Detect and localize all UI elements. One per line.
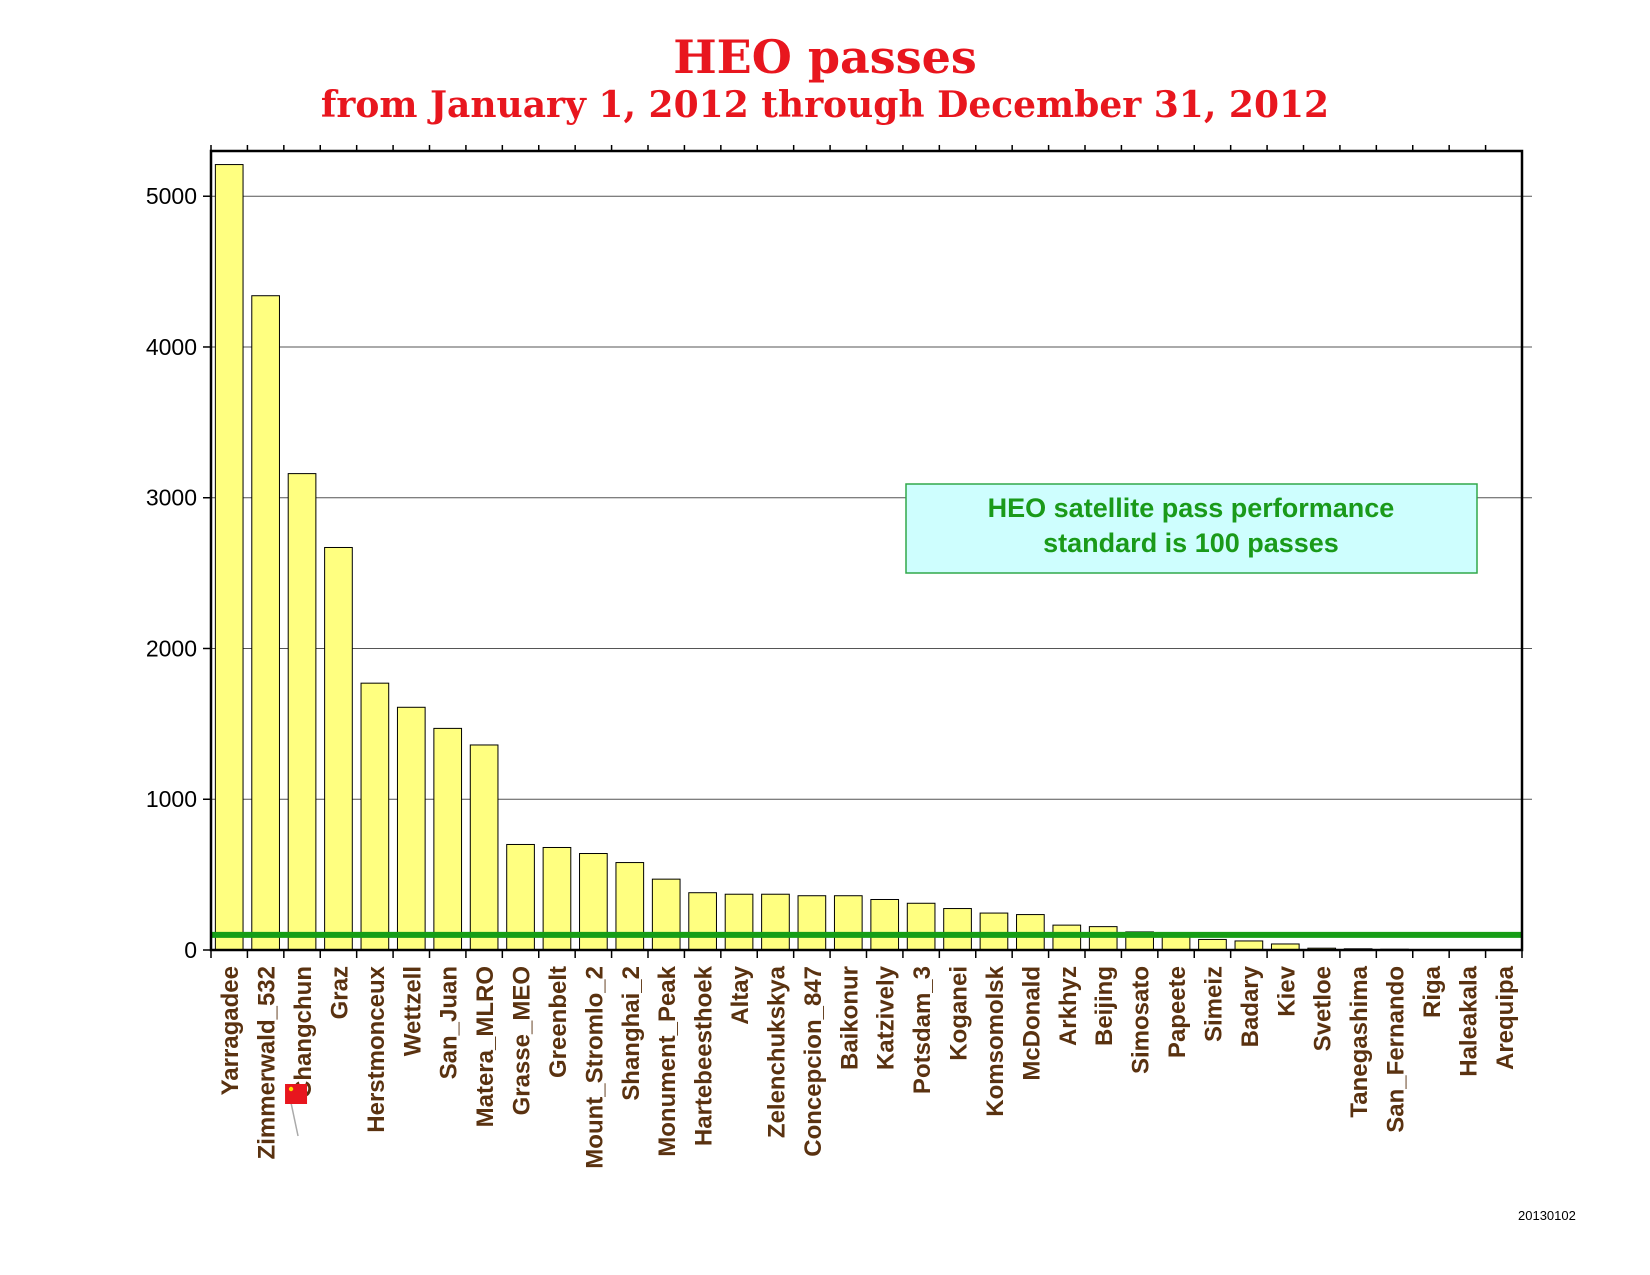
x-tick-label: Svetloe: [1310, 966, 1337, 1051]
x-tick-label: Grasse_MEO: [509, 966, 536, 1115]
x-tick-label: Greenbelt: [545, 966, 572, 1078]
bar: [396, 706, 426, 951]
y-axis: 0 1000 2000 3000 4000 5000: [146, 183, 211, 963]
x-tick-label: Simosato: [1128, 966, 1155, 1074]
bar: [433, 727, 463, 951]
x-tick-label: Changchun: [290, 966, 317, 1098]
x-tick-label: Badary: [1237, 965, 1264, 1047]
x-tick-label: Wettzell: [399, 966, 426, 1056]
x-tick-label: Riga: [1419, 965, 1446, 1018]
x-tick-label: Komsomolsk: [982, 965, 1009, 1116]
annotation-line-2: standard is 100 passes: [1043, 528, 1339, 558]
bar: [651, 878, 681, 951]
x-tick-label: Zelenchukskya: [763, 965, 790, 1138]
x-tick-label: Mount_Stromlo_2: [581, 966, 608, 1169]
x-tick-label: Kiev: [1273, 965, 1300, 1016]
x-tick-label: Koganei: [946, 966, 973, 1061]
x-tick-label: Herstmonceux: [363, 965, 390, 1132]
bar: [797, 895, 827, 951]
x-tick-label: Monument_Peak: [654, 965, 681, 1156]
annotation-line-1: HEO satellite pass performance: [988, 493, 1395, 523]
x-tick-label: Arequipa: [1492, 965, 1519, 1070]
chart-title: HEO passes: [673, 30, 977, 84]
x-tick-label: San_Fernando: [1383, 966, 1410, 1133]
x-axis-labels: Yarragadee Zimmerwald_532 Changchun Graz Her…: [210, 145, 1523, 1169]
bar: [688, 892, 717, 951]
x-tick-label: McDonald: [1018, 966, 1045, 1081]
annotation-box: HEO satellite pass performance standard …: [905, 483, 1478, 574]
bar: [1088, 926, 1118, 951]
bar: [214, 164, 244, 951]
x-tick-label: Potsdam_3: [909, 966, 936, 1094]
bar: [1198, 938, 1227, 951]
bar: [1234, 940, 1264, 951]
x-tick-label: Zimmerwald_532: [254, 966, 281, 1159]
bar: [833, 895, 863, 951]
x-tick-label: Yarragadee: [217, 966, 244, 1095]
x-tick-label: Shanghai_2: [618, 966, 645, 1101]
x-tick-label: Matera_MLRO: [472, 966, 499, 1127]
y-tick-label: 1000: [146, 786, 197, 812]
x-tick-label: San_Juan: [436, 966, 463, 1079]
y-tick-label: 4000: [146, 334, 197, 360]
bar: [979, 912, 1009, 951]
x-tick-label: Graz: [326, 966, 353, 1019]
x-tick-label: Papeete: [1164, 966, 1191, 1058]
bar: [761, 893, 790, 951]
bar: [943, 908, 972, 951]
plot-frame: [209, 149, 1524, 952]
bar: [469, 744, 499, 951]
x-tick-label: Hartebeesthoek: [691, 965, 718, 1146]
bar: [324, 546, 353, 951]
bar: [360, 682, 390, 951]
bar: [287, 473, 317, 951]
bar: [724, 893, 754, 951]
x-tick-label: Tanegashima: [1346, 965, 1373, 1117]
x-tick-label: Arkhyz: [1055, 966, 1082, 1046]
x-tick-label: Simeiz: [1200, 966, 1227, 1042]
chart-subtitle: from January 1, 2012 through December 31…: [320, 84, 1330, 126]
x-tick-label: Baikonur: [836, 966, 863, 1070]
y-tick-label: 2000: [146, 635, 197, 661]
y-tick-label: 5000: [146, 183, 197, 209]
bar: [251, 295, 280, 951]
x-tick-label: Concepcion_847: [800, 966, 827, 1157]
x-tick-label: Beijing: [1091, 966, 1118, 1046]
annotation-background: [905, 483, 1478, 574]
y-tick-label: 0: [184, 937, 197, 963]
x-tick-label: Haleakala: [1455, 965, 1482, 1076]
bar: [870, 898, 900, 951]
x-tick-label: Altay: [727, 965, 754, 1024]
bar: [906, 902, 936, 951]
y-tick-label: 3000: [146, 485, 197, 511]
x-tick-label: Katzively: [873, 965, 900, 1070]
china-flag-icon: [285, 1083, 308, 1137]
date-stamp: 20130102: [1518, 1208, 1576, 1223]
